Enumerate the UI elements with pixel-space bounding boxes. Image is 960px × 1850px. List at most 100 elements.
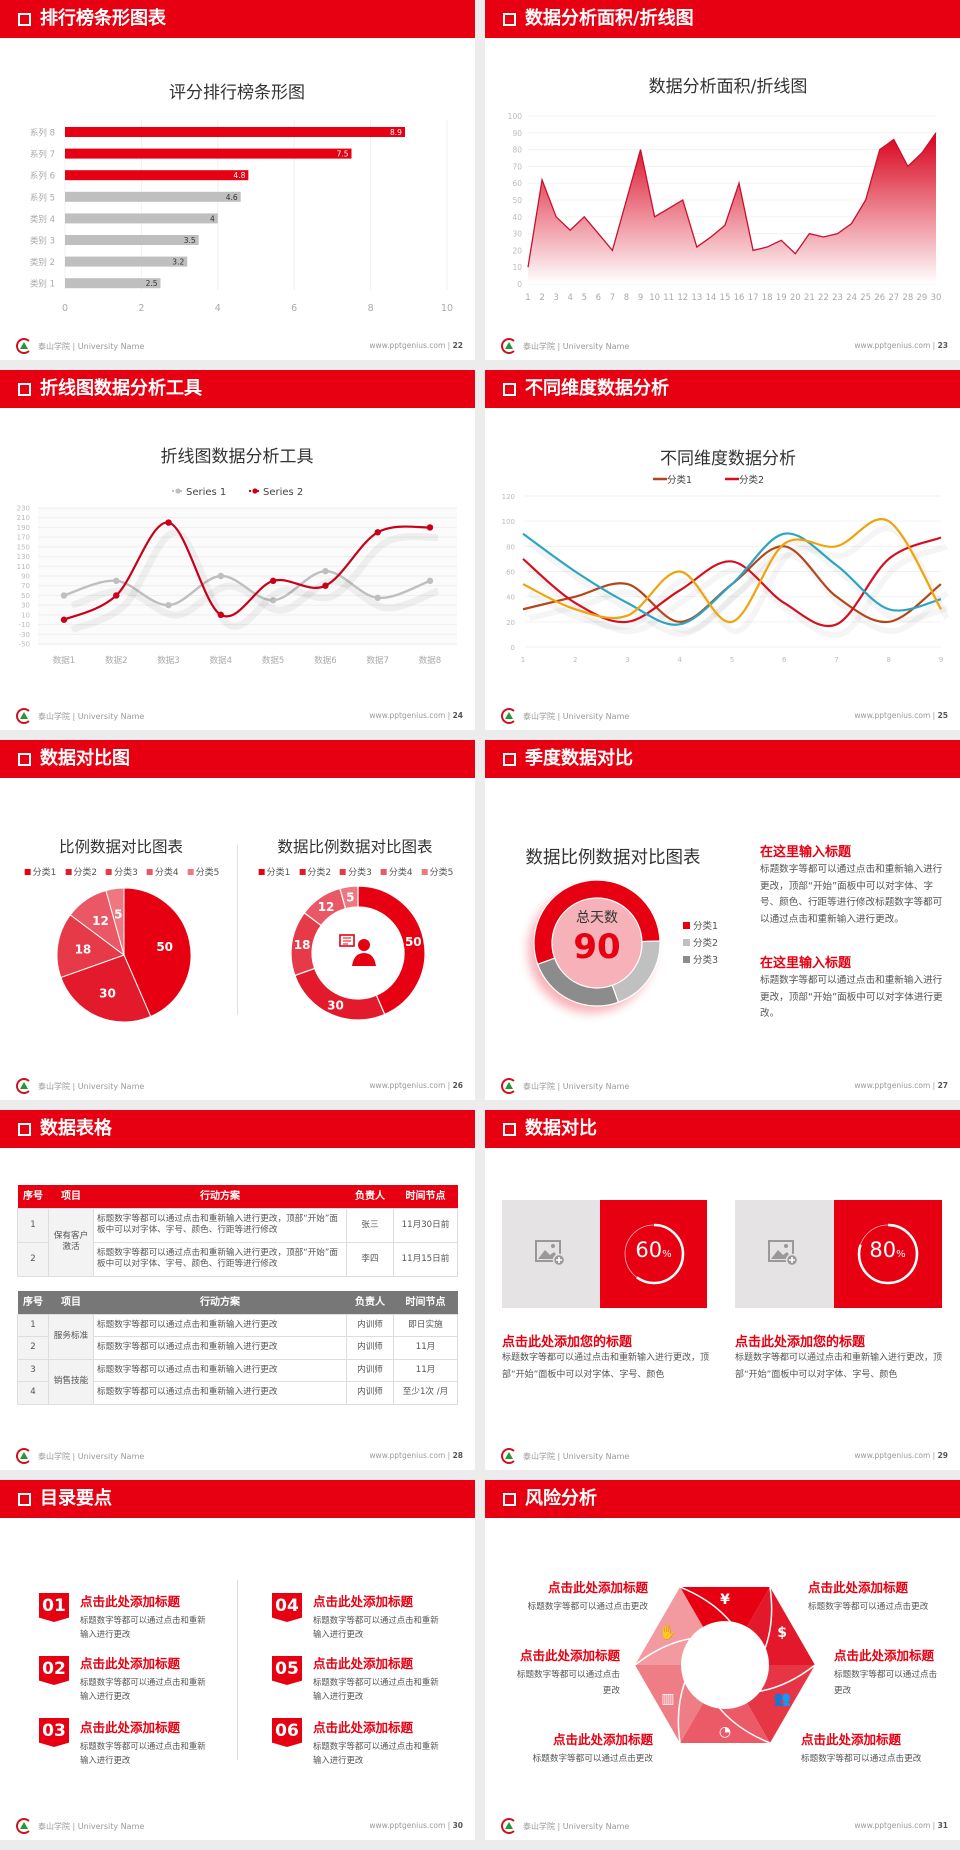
donut-legend: 分类1 分类2 分类3 分类4 分类5 <box>258 865 453 878</box>
cell-time: 11月 <box>393 1358 458 1382</box>
divider <box>237 1580 238 1760</box>
line-shadow <box>527 525 950 634</box>
data-label: 4 <box>210 214 215 223</box>
bar <box>65 148 352 159</box>
cell-time: 即日实施 <box>393 1313 458 1337</box>
x-tick-label: 5 <box>730 656 734 664</box>
image-add-icon <box>535 1240 565 1266</box>
card-heading: 点击此处添加您的标题 <box>502 1335 633 1350</box>
slice-label: 50 <box>405 935 422 949</box>
slide-quarter-compare: 季度数据对比 数据比例数据对比图表 总天数 90 分类1 分类2 分类3 在这里输入… <box>485 740 960 1100</box>
legend-label: 分类2 <box>693 937 719 949</box>
data-label: 4.8 <box>233 171 245 180</box>
image-placeholder[interactable] <box>735 1200 834 1308</box>
slide-title: 数据分析面积/折线图 <box>525 8 694 29</box>
footer-school: 泰山学院 | University Name <box>38 712 145 721</box>
university-logo <box>16 708 32 724</box>
slice-label: 12 <box>318 900 335 914</box>
col-header: 行动方案 <box>200 1296 240 1308</box>
risk-item: 点击此处添加标题 标题数字等都可以通过点击更改 <box>533 1732 653 1767</box>
slice-label: 12 <box>92 914 109 928</box>
x-tick-label: 数据8 <box>419 655 441 666</box>
y-tick-label: 230 <box>17 505 30 513</box>
table-header: 序号 项目 行动方案 负责人 时间节点 <box>17 1185 458 1208</box>
x-tick-label: 7 <box>834 656 838 664</box>
slide-header: 折线图数据分析工具 <box>0 370 475 408</box>
slide-title: 数据表格 <box>40 1118 112 1139</box>
cell-time: 11月 <box>393 1336 458 1360</box>
slide-data-compare: 数据对比 60% 80% 点击此处添加您的标题 标题数字等都可以通过点击和重新输… <box>485 1110 960 1470</box>
action-table-2: 序号 项目 行动方案 负责人 时间节点 1 服务标准 标题数字等都可以通过点击和重新输入… <box>17 1291 458 1405</box>
bar-chart: 0 2 4 6 8 10 系列 8 8.9 系列 7 7.5 系列 6 4.8 系列 5 4.6 类别 4 4… <box>30 120 453 314</box>
slide-title: 数据对比图 <box>40 748 130 769</box>
cycle-diagram: ¥ $ 👥 ◔ ▥ ✋ <box>634 1586 816 1744</box>
x-tick-label: 18 <box>762 293 773 303</box>
list-item: 点击此处添加标题 标题数字等都可以通过点击和重新输入进行更改 <box>313 1720 448 1767</box>
pie-slice <box>105 887 125 956</box>
number-badge: 03 <box>39 1718 69 1747</box>
university-logo <box>16 1818 32 1834</box>
risk-item: 点击此处添加标题 标题数字等都可以通过点击更改 <box>808 1580 928 1615</box>
category-label: 系列 5 <box>30 192 55 203</box>
data-point <box>374 529 381 536</box>
legend-item: 分类1 <box>683 919 718 936</box>
y-tick-label: 20 <box>512 246 522 255</box>
list-item: 点击此处添加标题 标题数字等都可以通过点击和重新输入进行更改 <box>313 1656 448 1703</box>
col-header: 负责人 <box>355 1296 385 1308</box>
y-tick-label: 80 <box>512 146 522 155</box>
y-tick-label: 50 <box>21 592 30 600</box>
col-header: 时间节点 <box>405 1296 446 1308</box>
item-text: 标题数字等都可以通过点击和重新输入进行更改 <box>80 1615 206 1639</box>
x-tick-label: 6 <box>596 293 601 303</box>
card-heading: 点击此处添加您的标题 <box>735 1335 866 1350</box>
page-number: 30 <box>452 1821 463 1830</box>
x-tick-label: 9 <box>939 656 943 664</box>
y-tick-label: -50 <box>19 641 30 649</box>
y-tick-label: 70 <box>512 162 522 171</box>
legend-label: 分类4 <box>388 868 413 878</box>
footer-right: www.pptgenius.com | 31 <box>854 1821 948 1830</box>
data-label: 4.6 <box>226 193 238 202</box>
cell-plan: 标题数字等都可以通过点击和重新输入进行更改 <box>93 1336 347 1360</box>
university-logo <box>16 338 32 354</box>
legend-item: 分类1 <box>258 865 291 878</box>
legend-swatch <box>421 869 428 875</box>
item-heading: 点击此处添加标题 <box>80 1656 181 1671</box>
legend-item: 分类3 <box>340 865 372 878</box>
footer-right: www.pptgenius.com | 25 <box>854 711 948 720</box>
card-text: 标题数字等都可以通过点击和重新输入进行更改，顶部“开始”面板中可以对字体、字号、… <box>502 1353 710 1380</box>
series-line <box>63 521 431 621</box>
days-donut-chart <box>528 879 661 1013</box>
footer-sep: | <box>445 1821 453 1830</box>
footer-site: www.pptgenius.com <box>854 1081 931 1090</box>
x-tick-label: 1 <box>521 656 525 664</box>
footer-school: 泰山学院 | University Name <box>523 1822 630 1831</box>
x-tick-label: 8 <box>624 293 629 303</box>
legend-label: 分类1 <box>266 868 291 878</box>
footer-site: www.pptgenius.com <box>369 711 446 720</box>
y-tick-label: 30 <box>21 602 30 610</box>
pie-slice <box>56 914 126 979</box>
card-text: 标题数字等都可以通过点击和重新输入进行更改，顶部“开始”面板中可以对字体、字号、… <box>735 1353 943 1380</box>
checkbox-icon <box>18 753 31 766</box>
item-heading: 点击此处添加标题 <box>313 1594 414 1609</box>
footer-right: www.pptgenius.com | 27 <box>854 1081 948 1090</box>
footer-sep: | <box>930 1821 938 1830</box>
y-tick-label: 20 <box>506 619 515 627</box>
slide-pie-charts: 数据对比图 比例数据对比图表 数据比例数据对比图表 分类1 分类2 分类3 分类4 分类… <box>0 740 475 1100</box>
block-heading: 在这里输入标题 <box>760 845 852 860</box>
y-tick-label: -10 <box>19 621 30 629</box>
y-tick-label: 100 <box>502 518 515 526</box>
item-text: 标题数字等都可以通过点击和重新输入进行更改 <box>313 1677 439 1701</box>
checkbox-icon <box>18 1123 31 1136</box>
legend-marker <box>175 488 181 494</box>
chart-title: 不同维度数据分析 <box>660 449 796 469</box>
data-point <box>269 577 277 585</box>
col-header: 项目 <box>61 1296 81 1308</box>
image-placeholder[interactable] <box>502 1200 600 1308</box>
legend-item: 分类4 <box>146 865 179 878</box>
item-heading: 点击此处添加标题 <box>80 1594 181 1609</box>
x-tick-label: 20 <box>790 293 801 303</box>
university-logo <box>16 1448 32 1464</box>
x-tick-label: 15 <box>720 293 731 303</box>
